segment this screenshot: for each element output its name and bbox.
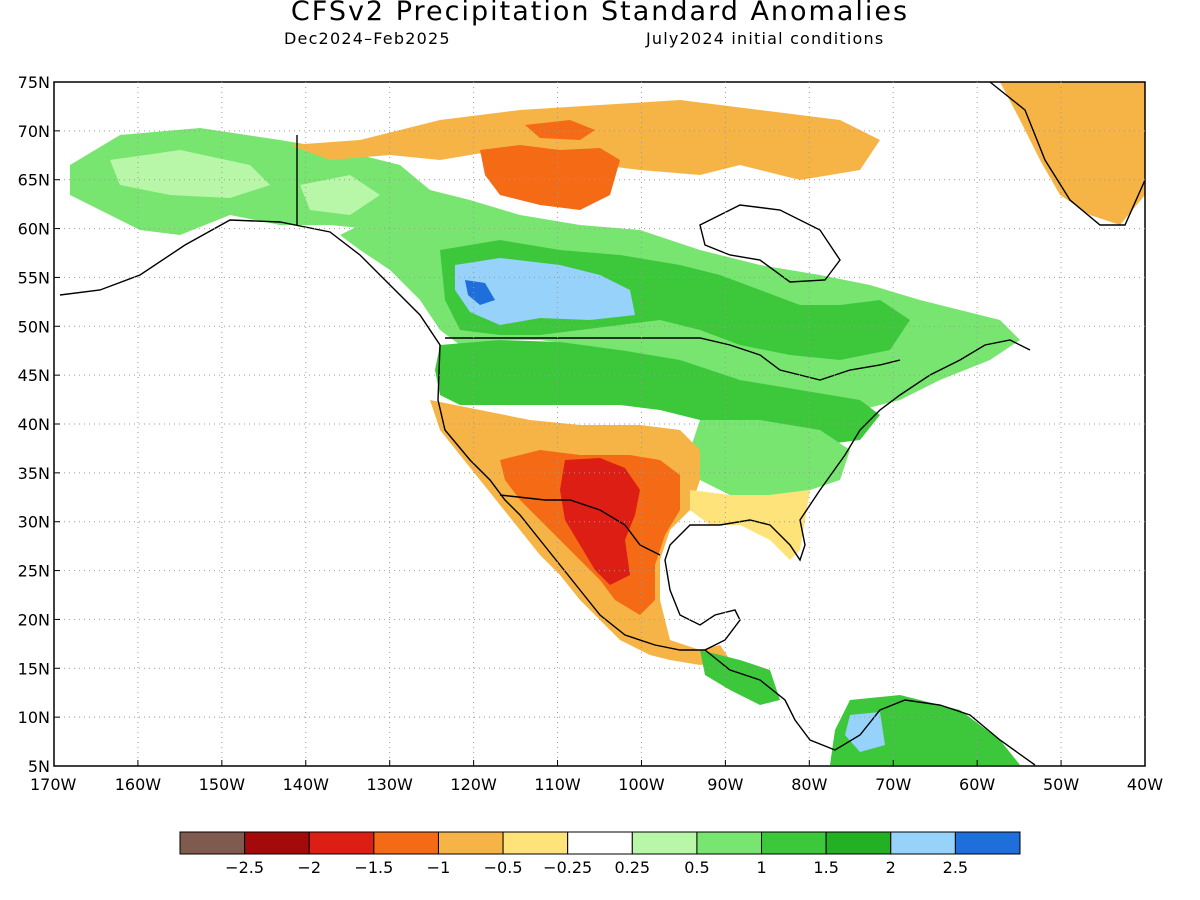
color-legend: −2.5 −2 −1.5 −1 −0.5 −0.25 0.25 0.5 1 1.5 2 2.5 [179, 831, 1021, 877]
greenland-outline [989, 81, 1146, 226]
lon-tick-label: 170W [30, 775, 77, 794]
lon-tick-label: 160W [115, 775, 162, 794]
lon-tick-label: 40W [1127, 775, 1163, 794]
us-canada-border [445, 337, 901, 381]
legend-swatch [437, 831, 504, 855]
legend-swatch [696, 831, 763, 855]
region-colombia-light-blue [845, 712, 885, 752]
initial-conditions-label: July2024 initial conditions [646, 29, 885, 48]
lat-tick-label: 25N [18, 562, 50, 581]
legend-swatch [631, 831, 698, 855]
region-prairie-light-blue [455, 258, 635, 325]
lon-tick-label: 50W [1043, 775, 1079, 794]
legend-label: −2.5 [225, 858, 264, 877]
lat-tick-label: 60N [18, 220, 50, 239]
legend-swatch [502, 831, 569, 855]
region-alaska-light-green [110, 150, 270, 198]
region-canada-dark-orange [525, 120, 595, 140]
legend-label: −1 [427, 858, 451, 877]
legend-label: 2.5 [943, 858, 968, 877]
region-central-america-green [700, 650, 780, 705]
lat-tick-label: 50N [18, 317, 50, 336]
region-northern-us-green [435, 340, 880, 445]
region-alaska-light-green [300, 175, 380, 215]
legend-swatch [373, 831, 439, 855]
lat-tick-label: 55N [18, 268, 50, 287]
lat-tick-label: 30N [18, 513, 50, 532]
lat-tick-label: 45N [18, 366, 50, 385]
central-america-outline [704, 649, 1036, 766]
lat-tick-label: 40N [18, 415, 50, 434]
axis-labels: 75N 70N 65N 60N 55N 50N 45N 40N 35N 30N 25N 20N 15N 1… [18, 73, 1164, 794]
region-arctic-orange [290, 100, 880, 180]
lat-tick-label: 15N [18, 659, 50, 678]
legend-label: −1.5 [354, 858, 393, 877]
lat-tick-label: 65N [18, 171, 50, 190]
lat-tick-label: 5N [28, 757, 50, 776]
legend-swatch [179, 831, 246, 855]
lon-tick-label: 150W [199, 775, 246, 794]
us-mexico-border [499, 494, 661, 556]
region-eastern-us-green [690, 420, 850, 495]
legend-label: −2 [297, 858, 321, 877]
lon-tick-label: 130W [367, 775, 414, 794]
legend-swatch [567, 831, 633, 855]
lon-tick-label: 100W [618, 775, 665, 794]
region-prairie-blue [465, 280, 495, 305]
legend-label: 2 [886, 858, 896, 877]
lat-tick-label: 35N [18, 464, 50, 483]
north-america-coastline [59, 219, 1031, 651]
lat-tick-label: 10N [18, 708, 50, 727]
lon-tick-label: 110W [534, 775, 581, 794]
legend-swatch [308, 831, 375, 855]
political-boundaries [59, 81, 1146, 766]
anomaly-fills [70, 82, 1145, 765]
region-canada-dark-orange [480, 145, 620, 210]
legend-swatch [890, 831, 956, 855]
legend-swatch [244, 831, 310, 855]
hudson-bay-outline [699, 204, 841, 283]
legend-swatch [761, 831, 827, 855]
legend-label: −0.25 [543, 858, 592, 877]
region-southeast-yellow [690, 490, 810, 560]
lat-tick-label: 20N [18, 610, 50, 629]
lon-tick-label: 70W [875, 775, 911, 794]
lon-tick-label: 60W [959, 775, 995, 794]
lat-tick-label: 70N [18, 122, 50, 141]
legend-label: 1.5 [813, 858, 838, 877]
map-title: CFSv2 Precipitation Standard Anomalies [290, 0, 910, 27]
lon-tick-label: 140W [283, 775, 330, 794]
legend-label: 1 [756, 858, 766, 877]
lon-tick-label: 80W [791, 775, 827, 794]
legend-label: 0.25 [614, 858, 650, 877]
lon-tick-label: 120W [450, 775, 497, 794]
legend-swatch [954, 831, 1021, 855]
legend-label: −0.5 [484, 858, 523, 877]
region-greenland-orange [1000, 82, 1145, 225]
period-label: Dec2024–Feb2025 [284, 29, 451, 48]
lat-tick-label: 75N [18, 73, 50, 92]
graticule [53, 81, 1146, 767]
lon-tick-label: 90W [707, 775, 743, 794]
legend-label: 0.5 [684, 858, 709, 877]
legend-swatch [825, 831, 892, 855]
